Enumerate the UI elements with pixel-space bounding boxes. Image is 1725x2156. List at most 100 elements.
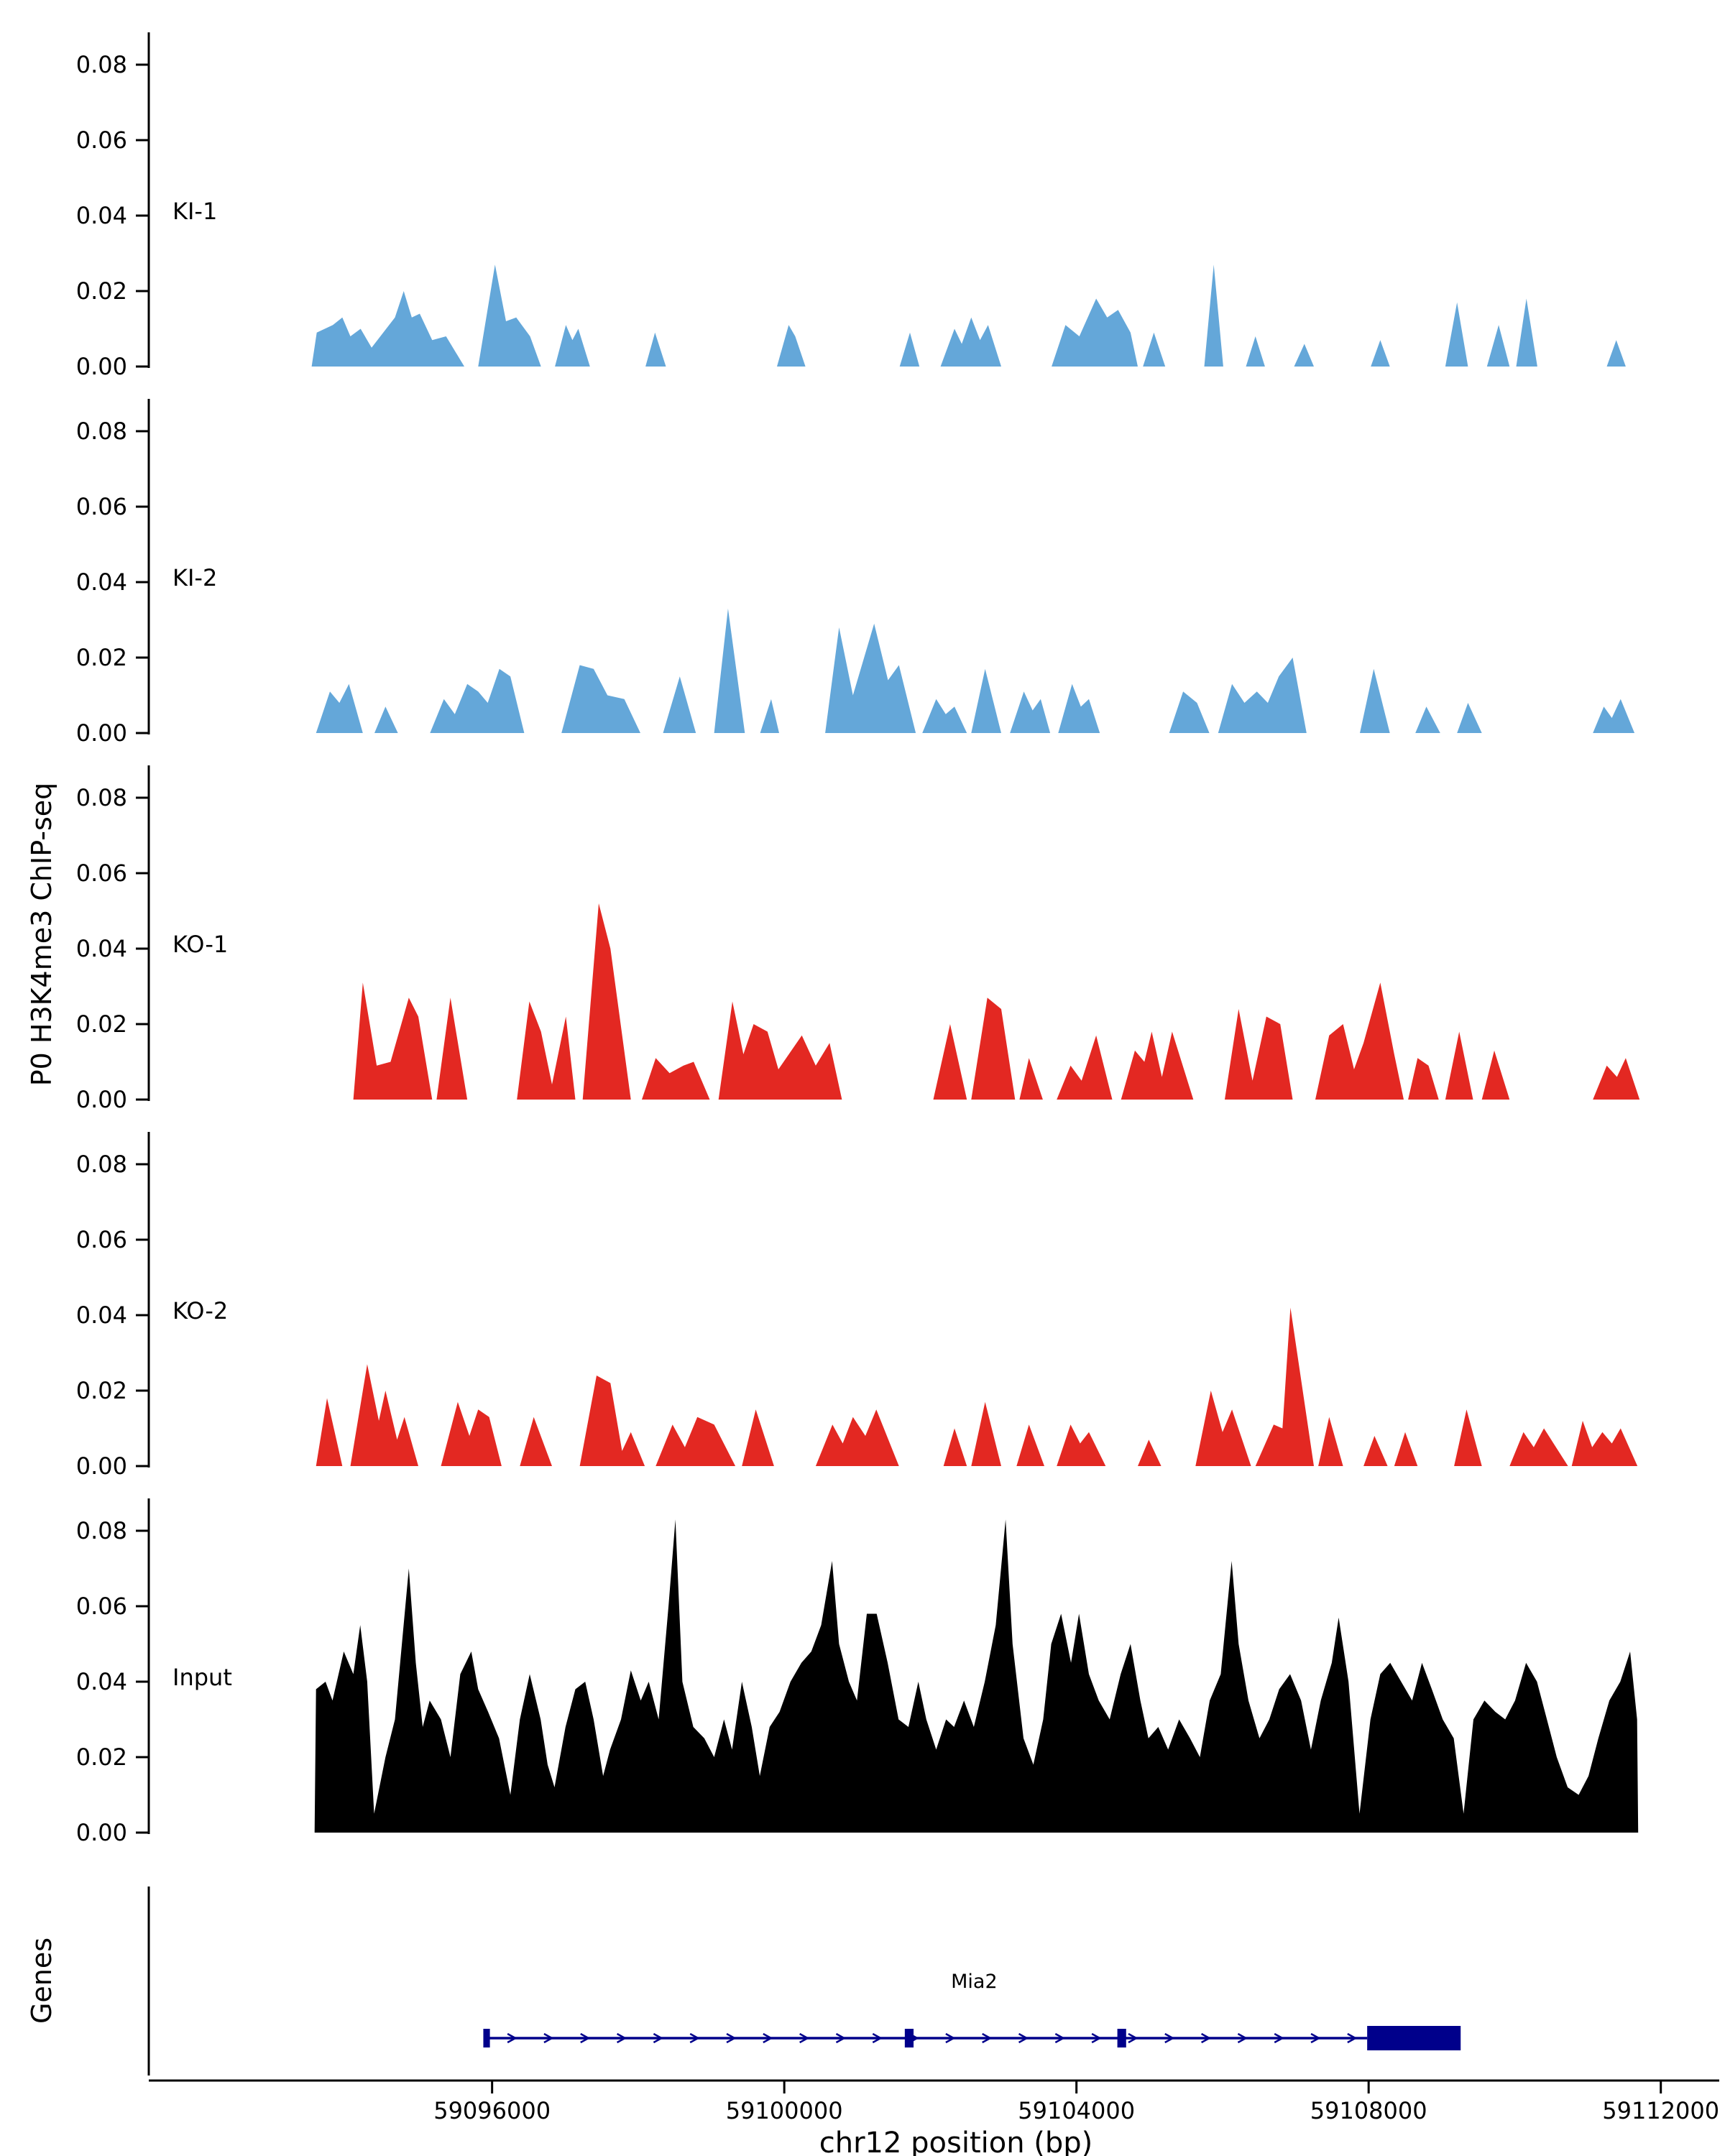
signal-area — [1138, 1439, 1162, 1466]
signal-area — [561, 665, 640, 733]
signal-area — [520, 1416, 552, 1466]
signal-area — [374, 706, 398, 733]
strand-arrow-icon — [1274, 2032, 1284, 2044]
strand-arrow-icon — [726, 2032, 737, 2044]
track-KI-1: 0.00 0.02 0.04 0.06 0.08 KI-1 — [76, 32, 1626, 380]
signal-area — [642, 1058, 710, 1100]
x-tick-label: 59108000 — [1310, 2097, 1427, 2124]
strand-arrow-icon — [1164, 2032, 1175, 2044]
signal-area — [663, 676, 696, 733]
signal-area — [478, 264, 541, 367]
x-tick-label: 59112000 — [1602, 2097, 1719, 2124]
track-label: KI-2 — [172, 564, 217, 591]
signal-area — [582, 903, 631, 1100]
y-tick-label: 0.02 — [76, 644, 127, 671]
signal-area — [430, 668, 525, 733]
strand-arrow-icon — [507, 2032, 518, 2044]
gene-exon — [1117, 2029, 1126, 2047]
gene-exon — [904, 2029, 914, 2047]
x-axis: 59096000 59100000 59104000 59108000 59112000 — [149, 2079, 1719, 2124]
signal-area — [971, 668, 1001, 733]
y-tick-label: 0.04 — [76, 568, 127, 596]
signal-area — [899, 332, 920, 367]
y-tick-label: 0.06 — [76, 1226, 127, 1253]
signal-area — [1052, 298, 1138, 367]
y-tick-label: 0.00 — [76, 1086, 127, 1113]
signal-area — [1457, 703, 1482, 733]
signal-area — [777, 325, 806, 367]
y-tick-label: 0.08 — [76, 418, 127, 445]
signal-area — [311, 291, 464, 367]
strand-arrow-icon — [872, 2032, 883, 2044]
signal-area — [1315, 982, 1404, 1100]
strand-arrow-icon — [653, 2032, 664, 2044]
signal-area — [350, 1364, 418, 1466]
signal-area — [1019, 1058, 1043, 1100]
y-tick-label: 0.04 — [76, 935, 127, 962]
signal-area — [718, 1001, 842, 1100]
strand-arrow-icon — [982, 2032, 993, 2044]
signal-area — [1057, 1035, 1113, 1100]
signal-area — [1481, 1050, 1510, 1100]
track-KO-2: 0.00 0.02 0.04 0.06 0.08 KO-2 — [76, 1132, 1638, 1480]
track-label: Input — [172, 1664, 232, 1691]
y-tick-label: 0.00 — [76, 1452, 127, 1480]
strand-arrow-icon — [1201, 2032, 1212, 2044]
gene-exon — [483, 2029, 490, 2047]
signal-area — [1121, 1031, 1194, 1100]
signal-area — [1445, 1031, 1473, 1100]
signal-area — [1218, 658, 1307, 733]
y-tick-label: 0.08 — [76, 51, 127, 78]
track-label: KO-2 — [172, 1297, 228, 1325]
signal-area — [314, 1519, 1639, 1833]
y-tick-label: 0.02 — [76, 277, 127, 305]
gene-name-label: Mia2 — [951, 1971, 998, 1993]
signal-area — [1571, 1421, 1638, 1466]
strand-arrow-icon — [580, 2032, 591, 2044]
signal-area — [815, 1409, 899, 1466]
strand-arrow-icon — [616, 2032, 627, 2044]
y-tick-label: 0.06 — [76, 126, 127, 154]
signal-area — [1016, 1424, 1044, 1466]
y-tick-label: 0.00 — [76, 353, 127, 380]
y-tick-label: 0.04 — [76, 202, 127, 229]
y-tick-label: 0.02 — [76, 1743, 127, 1771]
signal-area — [933, 1024, 967, 1100]
signal-area — [1371, 340, 1390, 367]
signal-area — [760, 699, 779, 733]
strand-arrow-icon — [763, 2032, 773, 2044]
genes-panel: Mia2 — [147, 1886, 1461, 2076]
signal-area — [316, 1398, 343, 1466]
y-tick-label: 0.06 — [76, 1593, 127, 1620]
y-tick-label: 0.06 — [76, 493, 127, 520]
signal-area — [645, 332, 666, 367]
track-label: KO-1 — [172, 931, 228, 958]
signal-area — [1445, 302, 1468, 367]
signal-area — [971, 1401, 1001, 1466]
y-tick-label: 0.02 — [76, 1010, 127, 1038]
signal-area — [1593, 1058, 1640, 1100]
x-axis-title: chr12 position (bp) — [819, 2127, 1093, 2156]
signal-area — [742, 1409, 774, 1466]
strand-arrow-icon — [543, 2032, 554, 2044]
strand-arrow-icon — [835, 2032, 847, 2044]
signal-area — [436, 998, 468, 1100]
signal-area — [1509, 1428, 1568, 1466]
strand-arrow-icon — [799, 2032, 810, 2044]
y-tick-label: 0.02 — [76, 1377, 127, 1404]
signal-area — [825, 623, 916, 733]
signal-area — [1225, 1009, 1293, 1100]
y-tick-label: 0.00 — [76, 1819, 127, 1846]
signal-area — [555, 325, 590, 367]
signal-area — [1486, 325, 1510, 367]
y-tick-label: 0.08 — [76, 1151, 127, 1178]
x-tick-label: 59096000 — [433, 2097, 551, 2124]
signal-area — [1360, 668, 1390, 733]
strand-arrow-icon — [1310, 2032, 1321, 2044]
y-tick-label: 0.06 — [76, 860, 127, 887]
signal-area — [579, 1376, 645, 1466]
signal-area — [1394, 1432, 1418, 1466]
signal-area — [353, 982, 433, 1100]
signal-area — [1246, 336, 1265, 367]
